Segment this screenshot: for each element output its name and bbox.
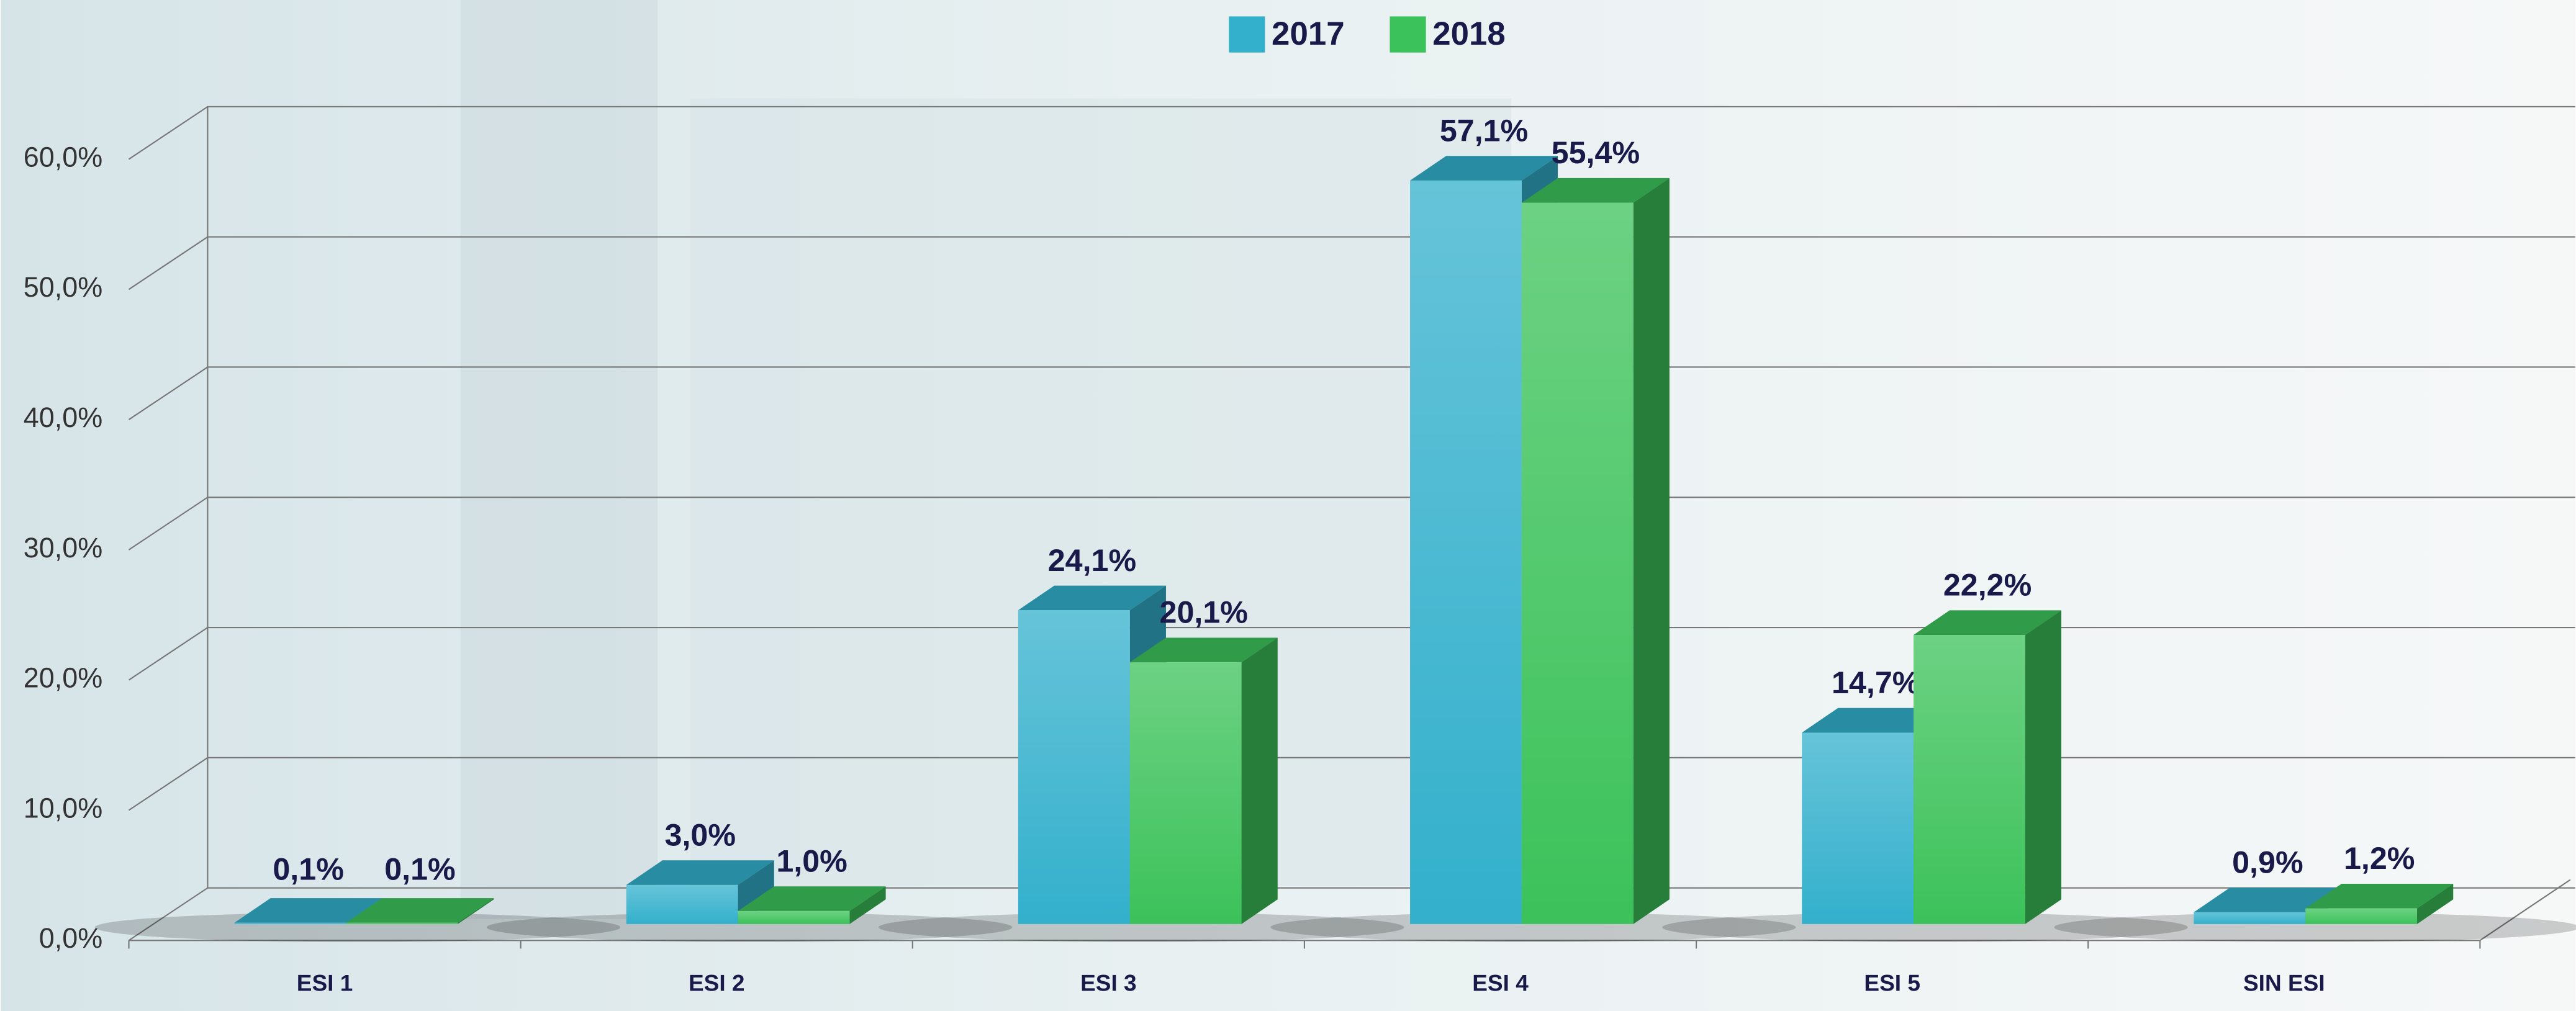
bar-shine [1410,180,1522,924]
bar-shine [626,884,738,924]
data-label: 0,1% [384,851,455,886]
bar-shadow [1270,912,1796,942]
bar-top [1410,156,1558,181]
bar-top-shade [1802,708,1950,733]
bar-top [1129,637,1278,663]
data-label: 0,9% [2232,845,2303,880]
bar-top [738,886,886,911]
bar-shine [2194,912,2306,924]
x-tick-label: ESI 4 [1472,969,1529,995]
bar-shine [2305,908,2418,924]
bar-top-shade [626,860,774,885]
x-tick-label: ESI 1 [297,969,353,995]
bar-side [2025,610,2062,924]
data-label: 1,2% [2344,841,2415,876]
data-label: 3,0% [665,817,736,852]
bar-side-shade [1241,637,1278,924]
bar-top-shade [1129,637,1278,663]
bar-shine [346,922,458,924]
bar-top-shade [2305,883,2454,909]
background-building [460,0,658,919]
bar-top-shade [234,898,382,923]
data-label: 57,1% [1440,113,1528,148]
bar-top [1914,610,2062,636]
bar-shadow [2054,912,2576,942]
data-label: 1,0% [776,843,847,878]
bar-side [458,898,494,924]
bar-side-shade [2025,610,2062,924]
bar-top [1802,708,1950,733]
y-tick-label: 60,0% [24,141,102,173]
data-label: 20,1% [1160,595,1248,630]
bar-shine [1129,662,1242,924]
bar-top [626,860,774,885]
bar-top [1521,177,1670,203]
bar-top-shade [1914,610,2062,636]
bar-shine [234,922,346,924]
data-label: 22,2% [1943,568,2031,603]
bar-top-shade [1018,585,1166,611]
bar-side [1241,637,1278,924]
bar-side [2417,883,2454,924]
bar-top-shade [2194,887,2342,912]
bar-side-shade [1633,177,1670,924]
bar-shine [1914,635,2025,924]
bar-side [849,886,886,924]
bar-top-shade [346,898,494,923]
y-tick-label: 40,0% [24,402,102,433]
bar-shadow [1662,912,2188,942]
data-label: 24,1% [1048,543,1136,578]
bar-top-shade [1410,156,1558,181]
bar-shine [1018,610,1130,924]
bar-side [1633,177,1670,924]
bar-shadow [94,912,621,942]
bar-top [234,898,382,923]
bar-shine [1521,202,1634,924]
legend-label: 2018 [1432,16,1506,52]
bar-side-shade [849,886,886,924]
bar-shadow [879,912,1404,942]
x-tick-label: ESI 3 [1080,969,1137,995]
y-tick-label: 0,0% [39,922,102,954]
data-label: 55,4% [1552,135,1640,170]
y-tick-label: 50,0% [24,271,102,303]
bar-top [2305,883,2454,909]
x-axis [2479,879,2571,941]
y-tick-label: 20,0% [24,662,102,694]
x-tick-label: ESI 2 [689,969,745,995]
bar-top [1018,585,1166,611]
legend-swatch [1390,16,1426,53]
bar-shine [738,910,850,924]
bar-top-shade [1521,177,1670,203]
legend-swatch [1229,16,1265,53]
bar-top [2194,887,2342,912]
bar-shadow [486,912,1013,942]
bar-shine [1802,732,1914,924]
bar-top [346,898,494,923]
data-label: 14,7% [1832,665,1920,700]
y-tick-label: 30,0% [24,532,102,564]
x-tick-label: SIN ESI [2243,969,2325,995]
bar-side-shade [458,898,494,924]
bar-side-shade [2417,883,2454,924]
y-tick-label: 10,0% [24,792,102,824]
legend-label: 2017 [1272,16,1345,52]
bar-top-shade [738,886,886,911]
data-label: 0,1% [273,851,344,886]
x-tick-label: ESI 5 [1864,969,1920,995]
